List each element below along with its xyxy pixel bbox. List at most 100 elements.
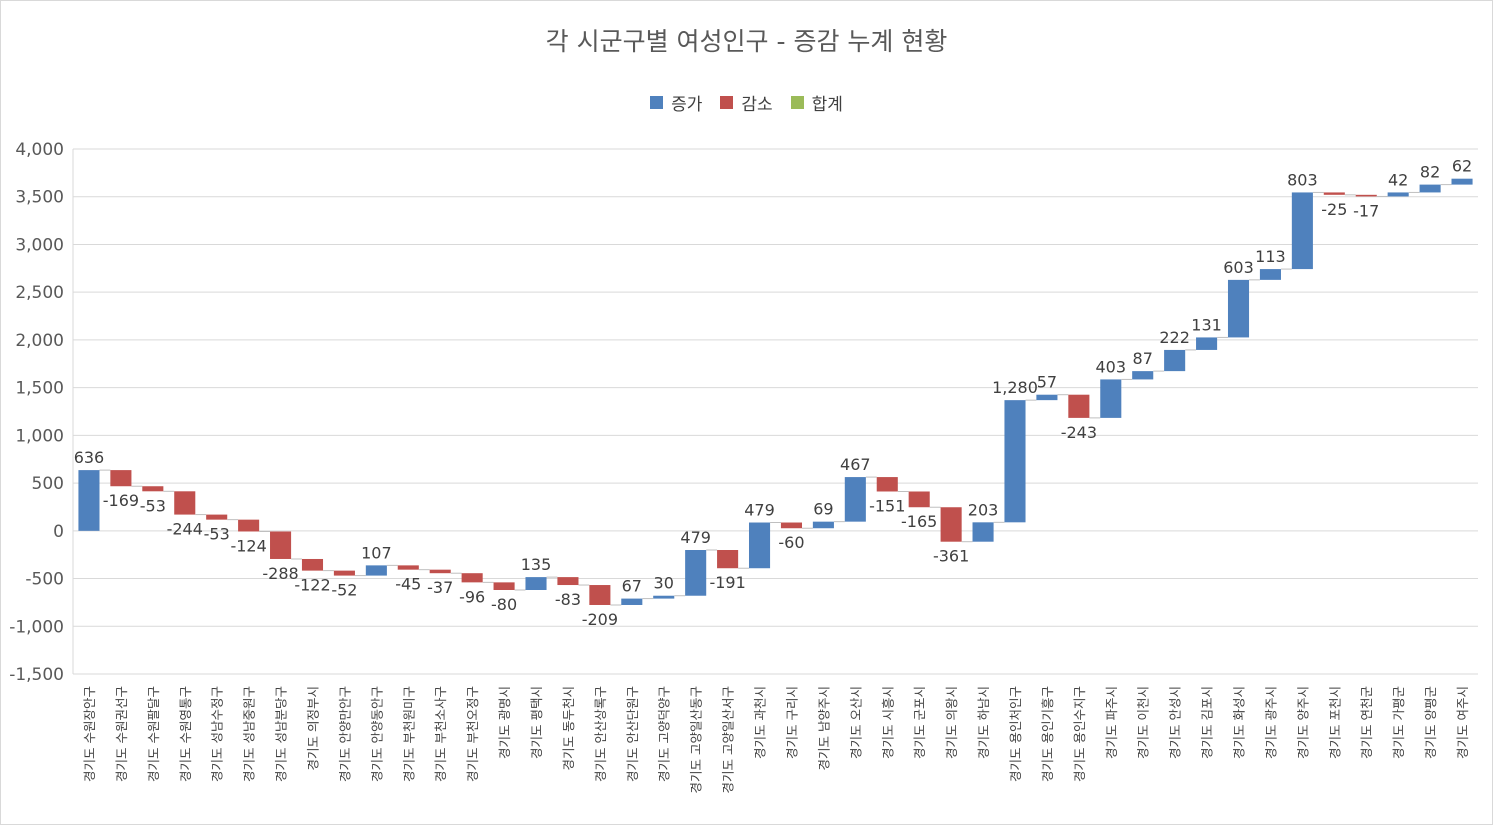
x-tick-label: 경기도 구리시: [784, 686, 799, 759]
waterfall-bar: [812, 521, 834, 529]
x-tick-label: 경기도 수원권선구: [114, 686, 129, 782]
waterfall-bar: [1068, 394, 1090, 418]
data-label: -151: [869, 496, 905, 515]
waterfall-bar: [429, 569, 451, 574]
x-tick-label: 경기도 오산시: [848, 686, 863, 759]
waterfall-bar: [142, 486, 164, 492]
data-label: -288: [262, 564, 298, 583]
x-tick-label: 경기도 안산상록구: [593, 686, 608, 782]
waterfall-bar: [1355, 194, 1377, 197]
y-tick-label: -1,000: [9, 617, 64, 637]
y-tick-label: -1,500: [9, 665, 64, 685]
chart-legend: 증가 감소 합계: [0, 90, 1493, 115]
data-label: -124: [230, 536, 266, 555]
data-label: -45: [395, 575, 421, 594]
legend-label-increase: 증가: [671, 95, 703, 115]
data-label: -53: [140, 496, 166, 515]
waterfall-bar: [365, 565, 387, 576]
waterfall-bar: [1164, 349, 1186, 372]
legend-item-increase: 증가: [650, 90, 702, 115]
x-tick-label: 경기도 과천시: [753, 686, 768, 759]
waterfall-bar: [174, 491, 196, 515]
y-tick-label: 3,500: [15, 188, 64, 208]
data-label: 803: [1287, 170, 1318, 189]
data-label: -25: [1321, 200, 1347, 219]
waterfall-bar: [1132, 371, 1154, 380]
waterfall-bar: [301, 558, 324, 571]
x-tick-label: 경기도 양주시: [1295, 686, 1310, 759]
waterfall-bar: [78, 470, 100, 531]
data-label: -17: [1353, 201, 1379, 220]
waterfall-bar: [270, 531, 292, 559]
data-label: -243: [1061, 423, 1097, 442]
x-tick-label: 경기도 화성시: [1232, 686, 1247, 759]
y-tick-label: 3,000: [15, 235, 64, 255]
waterfall-bar: [1100, 379, 1122, 418]
data-label: 1,280: [992, 378, 1038, 397]
data-label: -165: [901, 512, 937, 531]
x-tick-label: 경기도 양평군: [1423, 686, 1438, 759]
waterfall-bar: [717, 550, 739, 569]
waterfall-bar: [940, 507, 962, 542]
waterfall-bar: [1196, 337, 1218, 350]
waterfall-bar: [557, 577, 579, 586]
y-tick-label: 2,500: [15, 283, 64, 303]
waterfall-bar: [525, 577, 547, 590]
x-tick-label: 경기도 군포시: [912, 686, 927, 759]
y-tick-label: 4,000: [15, 140, 64, 160]
legend-label-total: 합계: [811, 95, 843, 115]
x-tick-label: 경기도 여주시: [1455, 686, 1470, 759]
data-label: -96: [459, 587, 485, 606]
y-tick-label: 2,000: [15, 331, 64, 351]
x-tick-label: 경기도 파주시: [1104, 686, 1119, 759]
data-label: 135: [521, 555, 552, 574]
data-label: -83: [555, 590, 581, 609]
waterfall-bar: [333, 570, 355, 576]
x-tick-label: 경기도 용인기흥구: [1040, 686, 1055, 782]
legend-item-decrease: 감소: [720, 90, 773, 115]
waterfall-bar: [206, 514, 228, 520]
waterfall-bar: [1387, 192, 1409, 197]
data-label: 479: [680, 528, 711, 547]
waterfall-bar: [876, 477, 898, 492]
data-label: 403: [1096, 357, 1127, 376]
x-tick-label: 경기도 용인처인구: [1008, 686, 1023, 782]
x-tick-label: 경기도 평택시: [529, 686, 544, 759]
x-tick-label: 경기도 동두천시: [561, 686, 576, 770]
y-tick-label: 1,500: [15, 379, 64, 399]
x-tick-label: 경기도 안성시: [1168, 686, 1183, 759]
waterfall-bar: [1291, 192, 1313, 270]
waterfall-bar: [748, 522, 771, 569]
data-label: -60: [778, 533, 804, 552]
data-label: 57: [1037, 373, 1057, 392]
waterfall-bar: [1451, 178, 1473, 185]
data-label: 67: [622, 577, 642, 596]
waterfall-bar: [238, 519, 260, 532]
data-label: -361: [933, 547, 969, 566]
x-tick-label: 경기도 성남분당구: [274, 686, 289, 782]
waterfall-bar: [397, 565, 419, 570]
data-label: 42: [1388, 170, 1408, 189]
data-label: 107: [361, 543, 392, 562]
x-tick-label: 경기도 안양동안구: [369, 686, 384, 782]
y-tick-label: 0: [53, 522, 64, 542]
data-label: 603: [1223, 258, 1254, 277]
legend-swatch-decrease: [720, 96, 734, 109]
x-tick-label: 경기도 수원장안구: [82, 686, 97, 782]
legend-swatch-increase: [650, 96, 664, 109]
data-label: -52: [331, 581, 357, 600]
x-tick-label: 경기도 고양일산서구: [721, 686, 736, 793]
y-tick-label: 500: [32, 474, 64, 494]
data-label: -122: [294, 576, 330, 595]
x-tick-label: 경기도 성남중원구: [242, 686, 257, 782]
x-tick-label: 경기도 광명시: [497, 686, 512, 759]
x-tick-label: 경기도 부천오정구: [465, 686, 480, 782]
data-label: -53: [204, 525, 230, 544]
waterfall-bar: [110, 470, 132, 487]
data-label: -191: [709, 573, 745, 592]
x-tick-label: 경기도 안산단원구: [625, 686, 640, 782]
waterfall-bar: [972, 522, 994, 542]
x-tick-label: 경기도 연천군: [1359, 686, 1374, 759]
x-tick-label: 경기도 김포시: [1200, 686, 1215, 759]
